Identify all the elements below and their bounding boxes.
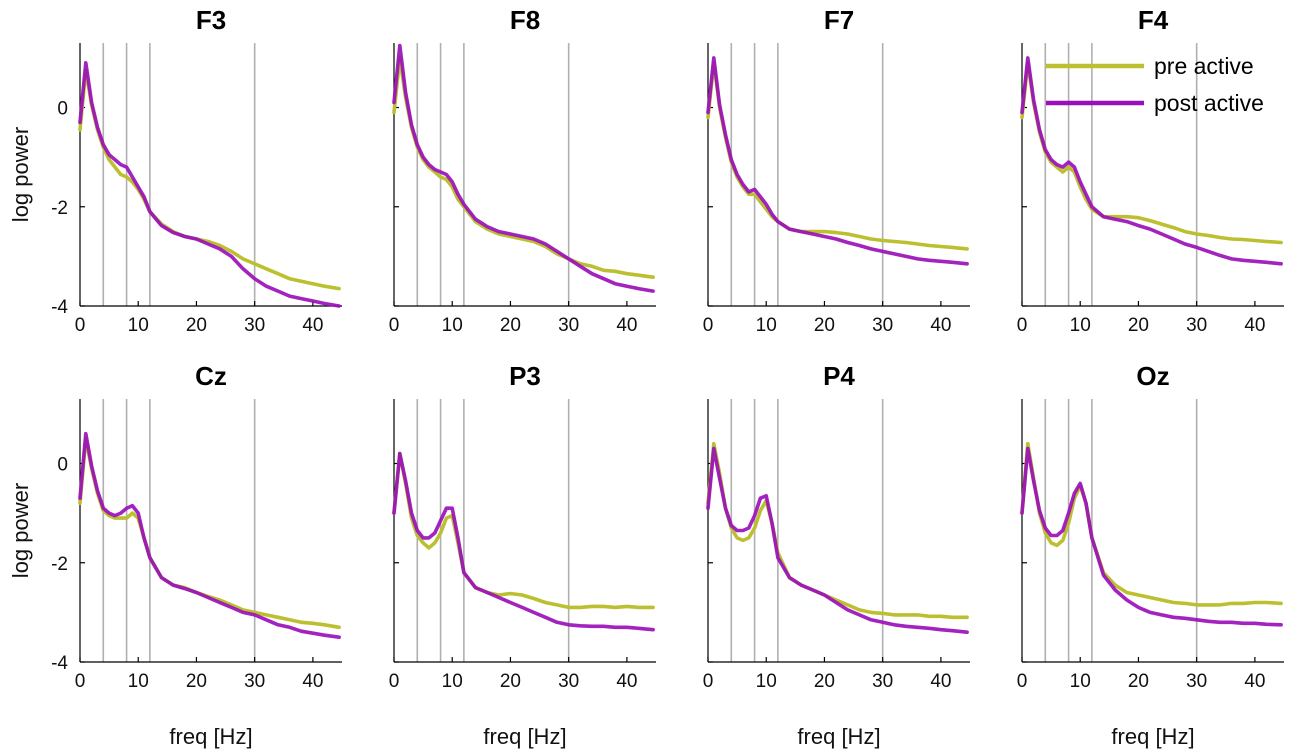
x-tick-label: 10: [442, 315, 463, 336]
x-tick-label: 40: [1244, 315, 1265, 336]
panel-f8: F8 0 10 20 30 40: [389, 5, 656, 336]
series-line-post-active: [706, 56, 969, 266]
panel-title: P3: [509, 361, 541, 391]
x-tick-label: 40: [930, 315, 951, 336]
x-tick-label: 20: [1128, 671, 1149, 692]
x-tick-label: 10: [128, 671, 149, 692]
x-tick-label: 40: [616, 671, 637, 692]
y-tick-label: -4: [51, 653, 68, 674]
x-tick-label: 40: [1244, 671, 1265, 692]
y-tick-label: 0: [57, 455, 68, 476]
x-tick-label: 30: [872, 671, 893, 692]
series-line-post-active: [78, 431, 341, 639]
x-tick-label: 10: [442, 671, 463, 692]
panel-oz: Oz 0 10 20 30 40 freq [Hz]: [1017, 361, 1284, 749]
x-axis-label: freq [Hz]: [483, 724, 566, 749]
series-line-pre-active: [1020, 441, 1283, 607]
x-tick-label: 0: [1017, 315, 1028, 336]
y-tick-label: -2: [51, 554, 68, 575]
x-tick-label: 40: [930, 671, 951, 692]
x-tick-label: 30: [872, 315, 893, 336]
x-tick-label: 30: [1186, 671, 1207, 692]
x-tick-label: 0: [703, 671, 714, 692]
panel-p4: P4 0 10 20 30 40 freq [Hz]: [703, 361, 970, 749]
x-tick-label: 20: [814, 671, 835, 692]
x-tick-label: 20: [500, 671, 521, 692]
series-line-post-active: [78, 61, 341, 308]
x-tick-label: 40: [302, 671, 323, 692]
series-line-post-active: [392, 43, 655, 293]
x-tick-label: 10: [128, 315, 149, 336]
series-line-post-active: [706, 446, 969, 634]
y-axis-label: log power: [8, 483, 33, 578]
x-tick-label: 0: [703, 315, 714, 336]
x-tick-label: 0: [1017, 671, 1028, 692]
y-tick-label: -4: [51, 297, 68, 318]
legend: pre active post active: [1046, 53, 1264, 116]
panel-title: F8: [510, 5, 540, 35]
panel-title: F3: [196, 5, 226, 35]
y-tick-label: -2: [51, 198, 68, 219]
panel-f3: F3 0 -2 -4 0 10 20 30 40 log power: [8, 5, 342, 336]
legend-label: post active: [1154, 90, 1264, 116]
x-tick-label: 40: [616, 315, 637, 336]
x-tick-label: 40: [302, 315, 323, 336]
panel-f4: F4 0 10 20 30 40: [1017, 5, 1284, 336]
panel-title: Cz: [195, 361, 227, 391]
series-line-pre-active: [78, 68, 341, 291]
x-tick-label: 20: [186, 315, 207, 336]
x-tick-label: 10: [1070, 315, 1091, 336]
x-tick-label: 30: [244, 315, 265, 336]
x-tick-label: 30: [244, 671, 265, 692]
series-line-pre-active: [706, 61, 969, 251]
x-tick-label: 10: [756, 671, 777, 692]
panel-p3: P3 0 10 20 30 40 freq [Hz]: [389, 361, 656, 749]
panel-title: Oz: [1136, 361, 1169, 391]
x-tick-label: 20: [186, 671, 207, 692]
series-line-post-active: [1020, 56, 1283, 266]
x-axis-label: freq [Hz]: [797, 724, 880, 749]
x-tick-label: 20: [1128, 315, 1149, 336]
panel-cz: Cz 0 -2 -4 0 10 20 30 40 freq [Hz] log power: [8, 361, 342, 749]
panel-title: F4: [1138, 5, 1169, 35]
x-tick-label: 0: [75, 315, 86, 336]
x-tick-label: 0: [75, 671, 86, 692]
x-tick-label: 30: [1186, 315, 1207, 336]
x-tick-label: 10: [756, 315, 777, 336]
panel-f7: F7 0 10 20 30 40: [703, 5, 970, 336]
x-tick-label: 30: [558, 315, 579, 336]
x-tick-label: 10: [1070, 671, 1091, 692]
panel-title: P4: [823, 361, 855, 391]
series-line-post-active: [1020, 446, 1283, 627]
x-tick-label: 30: [558, 671, 579, 692]
x-tick-label: 20: [814, 315, 835, 336]
y-tick-label: 0: [57, 99, 68, 120]
legend-label: pre active: [1154, 53, 1254, 79]
series-line-post-active: [392, 451, 655, 632]
panel-title: F7: [824, 5, 854, 35]
y-axis-label: log power: [8, 127, 33, 222]
series-line-pre-active: [392, 451, 655, 610]
x-axis-label: freq [Hz]: [1111, 724, 1194, 749]
x-axis-label: freq [Hz]: [169, 724, 252, 749]
x-tick-label: 0: [389, 671, 400, 692]
x-tick-label: 20: [500, 315, 521, 336]
x-tick-label: 0: [389, 315, 400, 336]
